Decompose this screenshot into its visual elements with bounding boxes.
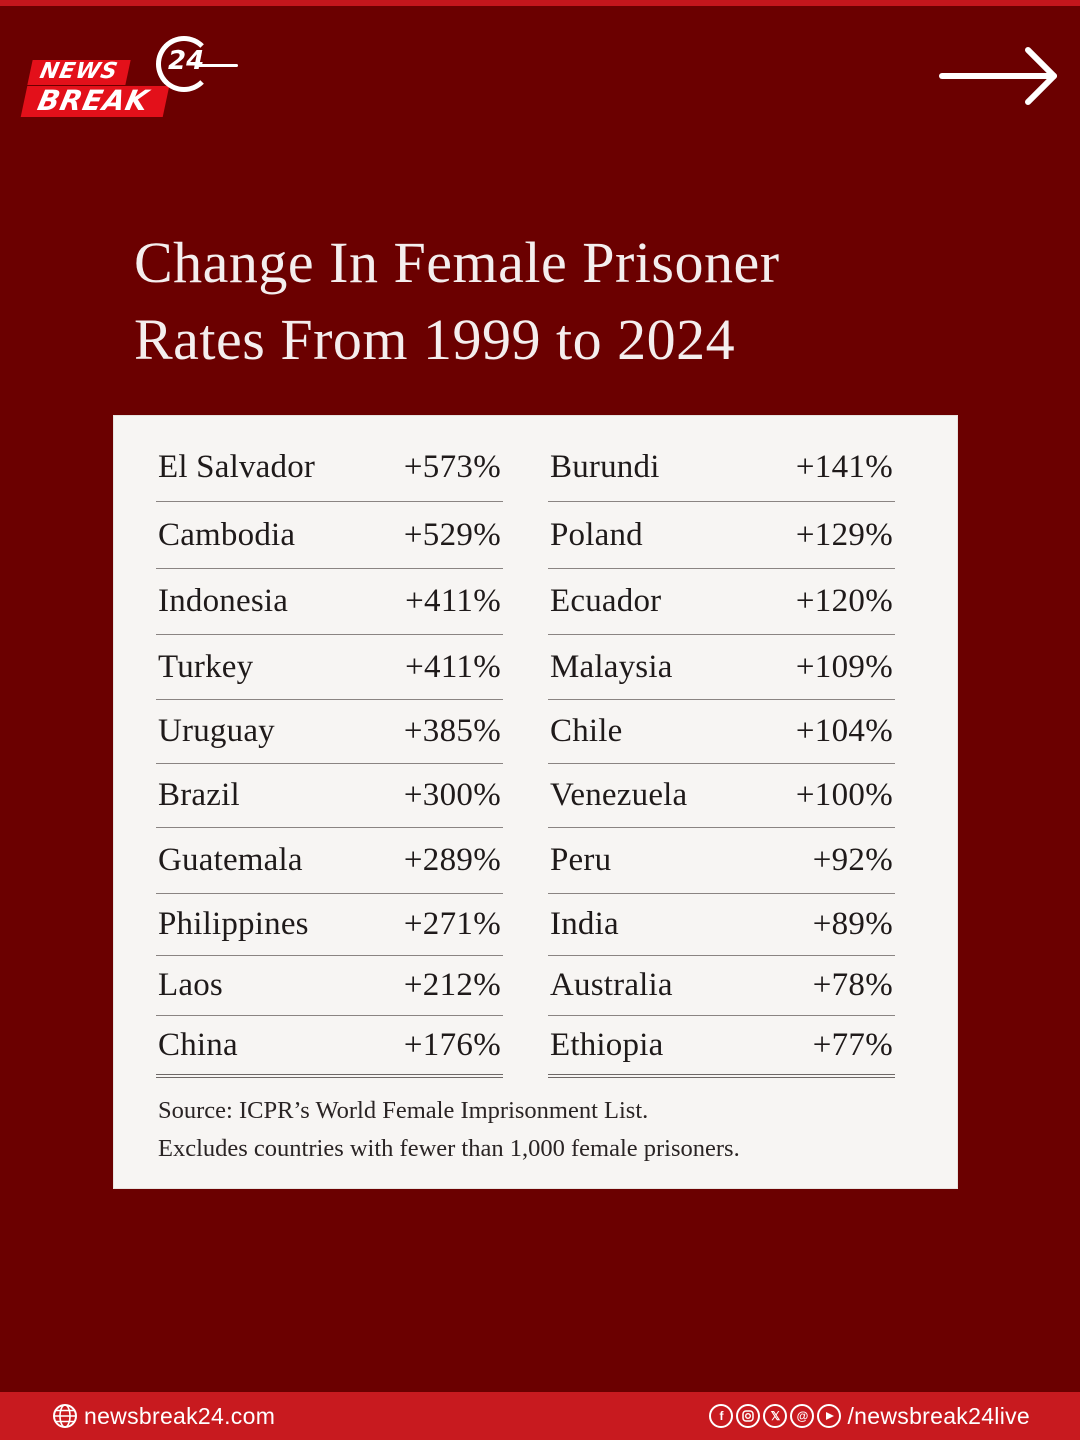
- country-cell: Peru: [550, 842, 612, 878]
- table-row: Guatemala +289%: [156, 828, 503, 894]
- change-value-cell: +109%: [795, 648, 893, 685]
- country-cell: Australia: [550, 967, 673, 1003]
- logo-swoosh: [198, 64, 238, 67]
- source-line-2: Excludes countries with fewer than 1,000…: [158, 1135, 740, 1162]
- table-row: Philippines +271%: [156, 894, 503, 956]
- country-cell: Cambodia: [158, 516, 296, 553]
- table-row: Malaysia +109%: [548, 635, 895, 700]
- table-row: El Salvador +573%: [156, 434, 503, 502]
- country-cell: El Salvador: [158, 449, 316, 485]
- country-cell: Poland: [550, 516, 643, 553]
- country-cell: Burundi: [550, 449, 660, 485]
- table-row: Uruguay +385%: [156, 700, 503, 764]
- table-column-right: Burundi +141% Poland +129% Ecuador +120% Malay…: [548, 434, 895, 1078]
- table-row: Australia +78%: [548, 956, 895, 1016]
- threads-icon[interactable]: @: [790, 1404, 815, 1428]
- logo-news-text: NEWS: [27, 59, 131, 85]
- table-row: Peru +92%: [548, 828, 895, 894]
- table-row: Ethiopia +77%: [548, 1016, 895, 1078]
- table-column-left: El Salvador +573% Cambodia +529% Indonesia +4…: [156, 434, 503, 1078]
- country-cell: Ethiopia: [550, 1026, 664, 1063]
- change-value-cell: +129%: [795, 516, 893, 553]
- table-row: Turkey +411%: [156, 635, 503, 700]
- table-row: Brazil +300%: [156, 764, 503, 828]
- social-links: f 𝕏 @ /newsbreak24live: [709, 1402, 1030, 1430]
- change-value-cell: +77%: [812, 1026, 893, 1063]
- newsbreak24-logo[interactable]: NEWS BREAK 24: [20, 36, 242, 120]
- table-row: Indonesia +411%: [156, 569, 503, 635]
- table-row: Poland +129%: [548, 502, 895, 569]
- country-cell: Guatemala: [158, 842, 303, 878]
- change-value-cell: +573%: [403, 449, 501, 485]
- arrow-right-icon: [939, 47, 1057, 105]
- country-cell: Philippines: [158, 906, 309, 942]
- table-row: Ecuador +120%: [548, 569, 895, 635]
- country-cell: Laos: [158, 967, 223, 1003]
- table-row: Venezuela +100%: [548, 764, 895, 828]
- change-value-cell: +529%: [403, 516, 501, 553]
- country-cell: Venezuela: [550, 777, 688, 813]
- change-value-cell: +176%: [403, 1026, 501, 1063]
- country-cell: Turkey: [158, 648, 254, 685]
- change-value-cell: +411%: [405, 648, 501, 685]
- top-accent-bar: [0, 0, 1080, 6]
- country-cell: Brazil: [158, 777, 240, 813]
- country-cell: Indonesia: [158, 583, 289, 619]
- globe-icon: [53, 1404, 77, 1428]
- country-cell: Ecuador: [550, 583, 662, 619]
- logo-break-text: BREAK: [20, 84, 170, 117]
- next-arrow-icon[interactable]: [938, 42, 1062, 112]
- facebook-icon[interactable]: f: [709, 1404, 734, 1428]
- change-value-cell: +89%: [812, 906, 893, 942]
- website-url: newsbreak24.com: [84, 1403, 276, 1429]
- change-value-cell: +271%: [403, 906, 501, 942]
- footer-bar: newsbreak24.com f 𝕏 @ /newsbreak24live: [0, 1392, 1080, 1440]
- source-note: Source: ICPR’s World Female Imprisonment…: [158, 1092, 918, 1168]
- website-link[interactable]: newsbreak24.com: [52, 1402, 275, 1430]
- table-row: Cambodia +529%: [156, 502, 503, 569]
- change-value-cell: +100%: [795, 777, 893, 813]
- instagram-icon[interactable]: [736, 1404, 761, 1428]
- table-row: Burundi +141%: [548, 434, 895, 502]
- table-row: Chile +104%: [548, 700, 895, 764]
- change-value-cell: +385%: [403, 713, 501, 749]
- data-table-card: El Salvador +573% Cambodia +529% Indonesia +4…: [114, 416, 957, 1188]
- change-value-cell: +300%: [403, 777, 501, 813]
- logo-ring: [156, 36, 212, 92]
- page-title: Change In Female Prisoner Rates From 199…: [134, 224, 954, 378]
- table-row: Laos +212%: [156, 956, 503, 1016]
- change-value-cell: +411%: [405, 583, 501, 619]
- source-line-1: Source: ICPR’s World Female Imprisonment…: [158, 1097, 649, 1124]
- change-value-cell: +120%: [795, 583, 893, 619]
- title-line-1: Change In Female Prisoner: [134, 230, 780, 295]
- change-value-cell: +104%: [795, 713, 893, 749]
- youtube-icon[interactable]: [817, 1404, 842, 1428]
- social-handle: /newsbreak24live: [847, 1403, 1030, 1429]
- x-icon[interactable]: 𝕏: [763, 1404, 788, 1428]
- change-value-cell: +141%: [795, 449, 893, 485]
- country-cell: India: [550, 906, 619, 942]
- table-row: India +89%: [548, 894, 895, 956]
- change-value-cell: +92%: [812, 842, 893, 878]
- country-cell: China: [158, 1026, 238, 1063]
- country-cell: Malaysia: [550, 648, 673, 685]
- change-value-cell: +212%: [403, 967, 501, 1003]
- change-value-cell: +78%: [812, 967, 893, 1003]
- table-row: China +176%: [156, 1016, 503, 1078]
- country-cell: Uruguay: [158, 713, 275, 749]
- logo-24-text: 24: [168, 46, 205, 76]
- change-value-cell: +289%: [403, 842, 501, 878]
- country-cell: Chile: [550, 713, 623, 749]
- title-line-2: Rates From 1999 to 2024: [134, 307, 736, 372]
